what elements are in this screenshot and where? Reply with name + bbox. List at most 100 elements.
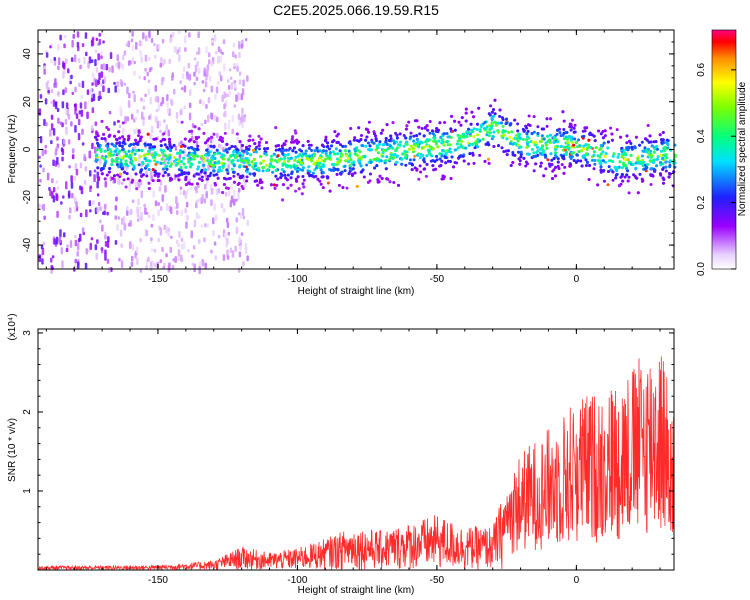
spectrogram-cell bbox=[374, 134, 377, 138]
spectrogram-cell bbox=[160, 77, 164, 86]
spectrogram-cell bbox=[307, 146, 311, 150]
spectrogram-cell bbox=[469, 122, 473, 126]
spectrogram-cell bbox=[207, 114, 210, 123]
spectrogram-cell bbox=[52, 195, 56, 203]
spectrogram-cell bbox=[204, 119, 207, 125]
spectrogram-cell bbox=[532, 115, 536, 119]
spectrogram-cell bbox=[114, 149, 118, 153]
spectrogram-cell bbox=[221, 51, 224, 55]
spectrogram-cell bbox=[83, 56, 86, 64]
spectrogram-cell bbox=[663, 145, 667, 149]
spectrogram-cell bbox=[117, 165, 121, 169]
spectrogram-cell bbox=[364, 144, 368, 148]
spectrogram-cell bbox=[97, 178, 100, 182]
spectrogram-cell bbox=[352, 138, 356, 142]
spectrogram-cell bbox=[138, 179, 142, 183]
spectrogram-cell bbox=[195, 172, 199, 176]
spectrogram-cell bbox=[194, 186, 197, 191]
spectrogram-cell bbox=[149, 143, 152, 147]
spectrogram-cell bbox=[114, 215, 117, 220]
spectrogram-cell bbox=[636, 191, 640, 195]
spectrogram-cell bbox=[447, 150, 451, 153]
spectrogram-cell bbox=[76, 31, 80, 38]
spectrogram-cell bbox=[159, 259, 162, 264]
spectrogram-cell bbox=[140, 217, 143, 221]
spectrogram-cell bbox=[97, 95, 101, 102]
spectrogram-cell bbox=[386, 177, 390, 181]
spectrogram-cell bbox=[52, 187, 56, 193]
spectrogram-cell bbox=[169, 246, 172, 254]
spectrogram-cell bbox=[375, 157, 379, 161]
spectrogram-cell bbox=[79, 102, 83, 109]
spectrogram-cell bbox=[201, 194, 204, 202]
spectrogram-cell bbox=[221, 191, 225, 194]
spectrogram-cell bbox=[500, 121, 503, 125]
spectrogram-cell bbox=[157, 179, 161, 182]
spectrogram-cell bbox=[146, 159, 150, 163]
spectrogram-cell bbox=[549, 152, 553, 156]
spectrogram-cell bbox=[147, 79, 151, 83]
spectrogram-cell bbox=[152, 137, 156, 141]
spectrogram-cell bbox=[71, 154, 75, 160]
spectrogram-cell bbox=[180, 87, 184, 91]
spectrogram-cell bbox=[117, 216, 120, 220]
spectrogram-cell bbox=[108, 67, 111, 73]
spectrogram-cell bbox=[570, 135, 574, 139]
spectrogram-cell bbox=[369, 172, 372, 176]
spectrogram-cell bbox=[189, 146, 193, 149]
spectrogram-cell bbox=[73, 206, 77, 213]
spectrogram-cell bbox=[659, 149, 663, 153]
spectrogram-cell bbox=[168, 153, 172, 157]
spectrogram-cell bbox=[111, 176, 115, 180]
spectrogram-cell bbox=[154, 115, 157, 122]
spectrogram-cell bbox=[355, 153, 359, 157]
spectrogram-cell bbox=[90, 87, 93, 95]
spectrogram-cell bbox=[288, 146, 292, 150]
spectrogram-cell bbox=[641, 164, 645, 168]
spectrogram-cell bbox=[261, 169, 265, 173]
spectrogram-cell bbox=[141, 111, 144, 120]
spectrogram-cell bbox=[185, 201, 189, 208]
spectrogram-cell bbox=[120, 144, 124, 148]
spectrogram-cell bbox=[546, 134, 549, 138]
spectrogram-cell bbox=[588, 164, 592, 167]
spectrogram-cell bbox=[94, 159, 98, 163]
spectrogram-cell bbox=[130, 159, 134, 163]
spectrogram-cell bbox=[224, 122, 227, 131]
spectrogram-cell bbox=[127, 60, 131, 66]
spectrogram-cell bbox=[353, 136, 357, 140]
spectrogram-cell bbox=[107, 236, 110, 243]
spectrogram-cell bbox=[263, 147, 267, 151]
spectrogram-cell bbox=[88, 56, 92, 64]
spectrogram-cell bbox=[415, 134, 419, 138]
spectrogram-cell bbox=[294, 155, 298, 159]
spectrogram-cell bbox=[629, 153, 633, 157]
spectrogram-cell bbox=[464, 146, 468, 150]
spectrogram-cell bbox=[133, 94, 136, 103]
spectrogram-cell bbox=[78, 82, 81, 88]
spectrogram-cell bbox=[625, 173, 629, 177]
spectrogram-cell bbox=[102, 63, 106, 71]
spectrogram-cell bbox=[212, 230, 215, 237]
spectrogram-cell bbox=[124, 185, 128, 189]
spectrogram-cell bbox=[439, 135, 443, 139]
spectrogram-cell bbox=[599, 165, 603, 169]
spectrogram-cell bbox=[49, 189, 52, 197]
spectrogram-cell bbox=[618, 184, 622, 187]
spectrogram-cell bbox=[650, 144, 654, 148]
spectrogram-cell bbox=[584, 158, 588, 162]
spectrogram-cell bbox=[151, 179, 155, 183]
spectrogram-cell bbox=[630, 145, 634, 149]
spectrogram-cell bbox=[56, 186, 60, 191]
spectrogram-cell bbox=[453, 128, 457, 132]
spectrogram-cell bbox=[492, 130, 496, 134]
spectrogram-cell bbox=[559, 145, 563, 148]
spectrogram-cell bbox=[265, 163, 269, 167]
spectrogram-cell bbox=[324, 149, 328, 153]
spectrogram-cell bbox=[200, 169, 204, 172]
spectrogram-cell bbox=[218, 165, 222, 169]
spectrogram-cell bbox=[492, 108, 495, 112]
spectrogram-cell bbox=[242, 161, 246, 165]
spectrogram-cell bbox=[180, 145, 183, 148]
spectrogram-cell bbox=[257, 169, 261, 172]
